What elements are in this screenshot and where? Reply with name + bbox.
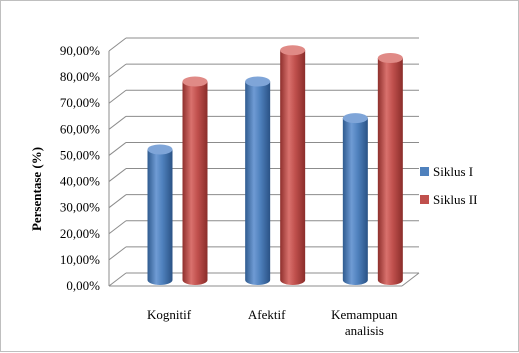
legend: Siklus I Siklus II [420,164,477,207]
gridline-side [108,115,127,130]
y-tick-label: 30,00% [60,200,100,215]
y-tick-label: 0,00% [66,278,100,293]
legend-label-siklus-1: Siklus I [433,164,473,179]
legend-swatch-siklus-1 [420,167,429,176]
gridline-side [108,272,127,287]
bar-siklus-2-0 [182,76,208,285]
bar-siklus-1-2 [342,113,368,285]
floor-right-edge [401,272,420,287]
gridline-side [108,37,127,52]
bar-top [342,113,368,124]
gridline-side [108,89,127,104]
bar-body [182,81,208,285]
bar-siklus-2-2 [377,53,403,285]
bar-top [147,144,173,155]
y-tick-label: 40,00% [60,174,100,189]
bar-top [245,76,271,87]
bar-top [182,76,208,87]
y-tick-label: 90,00% [60,43,100,58]
bar-body [280,50,306,285]
y-tick-label: 10,00% [60,252,100,267]
y-axis-ticks: 0,00% 10,00% 20,00% 30,00% 40,00% 50,00% 60,00… [60,43,100,293]
legend-label-siklus-2: Siklus II [433,192,477,207]
gridline-side [108,220,127,235]
x-tick-label: Kognitif [147,307,192,322]
x-tick-label: Afektif [248,307,286,322]
y-tick-label: 70,00% [60,95,100,110]
bar-body [342,118,368,285]
y-tick-label: 80,00% [60,69,100,84]
y-tick-label: 20,00% [60,226,100,241]
bar-siklus-1-0 [147,144,173,285]
y-tick-label: 50,00% [60,147,100,162]
bar-siklus-2-1 [280,45,306,285]
bar-body [147,149,173,285]
legend-swatch-siklus-2 [420,195,429,204]
bar-top [280,45,306,56]
x-tick-label: Kemampuan [331,307,398,322]
grid [108,37,420,287]
y-axis-label: Persentase (%) [29,147,44,231]
gridline-side [108,246,127,261]
gridline-side [108,168,127,182]
y-tick-label: 60,00% [60,121,100,136]
bar-top [377,53,403,64]
gridline-side [108,63,127,78]
bar-body [377,58,403,285]
bar-body [245,81,271,285]
bars [147,45,403,285]
gridline-side [108,142,127,156]
bar-siklus-1-1 [245,76,271,285]
gridline-side [108,194,127,209]
x-tick-label: analisis [345,323,384,338]
